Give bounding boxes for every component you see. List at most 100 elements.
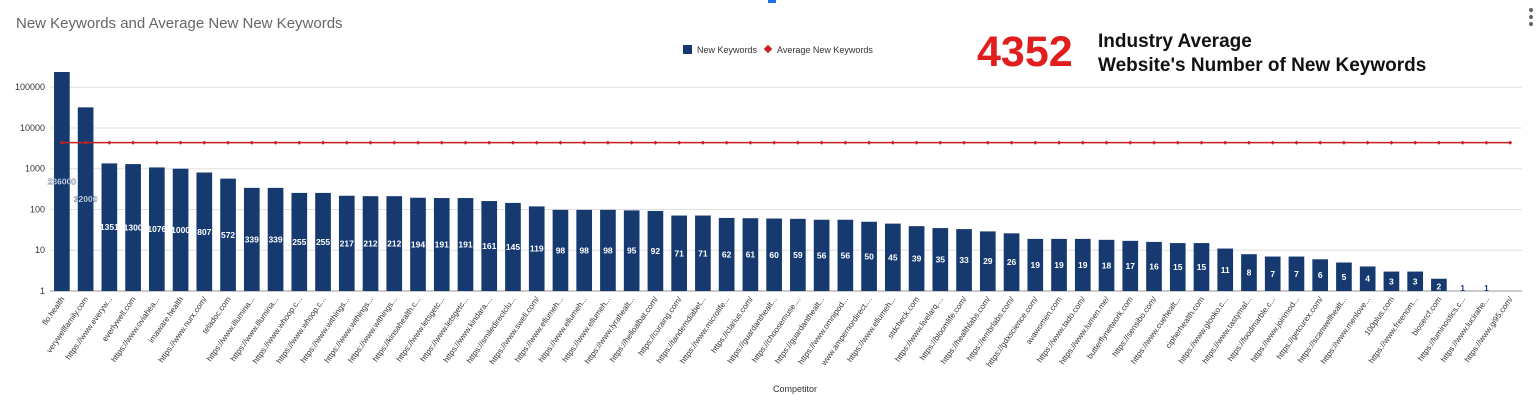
average-point bbox=[985, 140, 990, 145]
bar bbox=[220, 178, 236, 291]
average-point bbox=[1270, 140, 1275, 145]
bar bbox=[505, 202, 521, 291]
average-point bbox=[1009, 140, 1014, 145]
bar bbox=[932, 228, 949, 291]
bar bbox=[433, 198, 450, 291]
bar bbox=[1003, 233, 1020, 291]
y-tick-label: 1 bbox=[40, 286, 45, 296]
bar bbox=[1264, 256, 1281, 291]
average-point bbox=[748, 140, 753, 145]
average-point bbox=[1128, 140, 1133, 145]
bar bbox=[861, 221, 877, 291]
data-label: 6 bbox=[1318, 270, 1323, 280]
x-tick-label: https://clarius.com/ bbox=[709, 294, 755, 354]
average-point bbox=[1033, 140, 1038, 145]
average-point bbox=[1341, 140, 1347, 145]
legend-label-average: Average New Keywords bbox=[777, 45, 873, 55]
average-point bbox=[1151, 140, 1157, 145]
bar bbox=[1027, 238, 1044, 291]
bar bbox=[1336, 262, 1352, 291]
data-label: 191 bbox=[458, 240, 472, 250]
data-label: 5 bbox=[1342, 272, 1347, 282]
average-point bbox=[582, 140, 587, 145]
bar bbox=[172, 168, 189, 291]
data-label: 119 bbox=[530, 244, 544, 254]
average-point bbox=[1365, 140, 1370, 145]
data-label: 56 bbox=[817, 250, 827, 260]
bar bbox=[338, 195, 355, 291]
data-label: 1 bbox=[1484, 283, 1489, 293]
industry-average-value: 4352 bbox=[977, 28, 1073, 76]
data-label: 161 bbox=[482, 241, 496, 251]
average-point bbox=[1460, 140, 1465, 145]
legend[interactable]: New Keywords Average New Keywords bbox=[683, 44, 873, 55]
data-label: 98 bbox=[603, 245, 613, 255]
data-label: 194 bbox=[411, 239, 425, 249]
bar bbox=[291, 192, 308, 291]
data-label: 4 bbox=[1365, 274, 1370, 284]
y-tick-label: 10 bbox=[35, 245, 45, 255]
bar bbox=[718, 217, 735, 291]
bar bbox=[481, 201, 498, 291]
average-point bbox=[439, 140, 444, 145]
bar bbox=[813, 219, 830, 291]
bars-layer bbox=[54, 72, 1447, 291]
data-label: 95 bbox=[627, 246, 637, 256]
average-line-layer bbox=[59, 140, 1513, 145]
bar bbox=[790, 218, 806, 291]
bar bbox=[1146, 241, 1162, 291]
bar bbox=[885, 223, 901, 291]
bar bbox=[908, 226, 925, 291]
bar bbox=[600, 209, 616, 291]
data-label: 17 bbox=[1126, 261, 1136, 271]
bar bbox=[1288, 256, 1305, 291]
bar bbox=[528, 206, 545, 291]
average-point bbox=[415, 140, 421, 145]
bar bbox=[956, 229, 972, 291]
average-point bbox=[605, 140, 611, 145]
average-point bbox=[961, 140, 967, 145]
average-point bbox=[368, 140, 373, 145]
data-label: 15 bbox=[1197, 262, 1207, 272]
average-point bbox=[890, 140, 895, 145]
y-tick-label: 1000 bbox=[25, 164, 45, 174]
bar bbox=[576, 209, 593, 291]
average-point bbox=[1436, 140, 1442, 145]
y-tick-label: 10000 bbox=[20, 123, 45, 133]
bar bbox=[77, 107, 94, 291]
data-label: 1 bbox=[1460, 283, 1465, 293]
bar bbox=[671, 215, 687, 291]
data-label: 98 bbox=[556, 245, 566, 255]
data-label: 212 bbox=[387, 239, 401, 249]
average-point bbox=[1389, 140, 1394, 145]
average-point bbox=[1199, 140, 1204, 145]
average-point bbox=[297, 140, 302, 145]
average-point bbox=[154, 140, 159, 145]
data-label: 1351 bbox=[100, 222, 119, 232]
bar bbox=[1359, 266, 1376, 291]
data-label: 16 bbox=[1149, 261, 1159, 271]
data-label: 1300 bbox=[124, 223, 143, 233]
x-axis-title: Competitor bbox=[773, 384, 817, 394]
data-label: 71 bbox=[674, 248, 684, 258]
data-label: 92 bbox=[651, 246, 661, 256]
legend-swatch-new-keywords bbox=[683, 45, 692, 54]
average-point bbox=[463, 140, 468, 145]
average-point bbox=[1508, 140, 1513, 145]
average-point bbox=[534, 140, 539, 145]
more-options-icon[interactable] bbox=[1527, 8, 1535, 30]
x-tick-label: verywellfamily.com bbox=[45, 295, 91, 355]
chart-title: New Keywords and Average New New Keyword… bbox=[16, 15, 343, 32]
bar bbox=[125, 164, 141, 291]
data-label: 32000 bbox=[74, 194, 98, 204]
data-label: 19 bbox=[1078, 260, 1088, 270]
bar bbox=[742, 218, 759, 291]
y-tick-label: 100000 bbox=[15, 82, 45, 92]
legend-swatch-average bbox=[763, 44, 773, 54]
data-label: 45 bbox=[888, 252, 898, 262]
bar bbox=[1407, 271, 1423, 291]
average-point bbox=[392, 140, 397, 145]
data-label: 39 bbox=[912, 254, 922, 264]
x-tick-label: https://sensibo.com/ bbox=[1110, 294, 1159, 358]
average-point bbox=[1223, 140, 1228, 145]
